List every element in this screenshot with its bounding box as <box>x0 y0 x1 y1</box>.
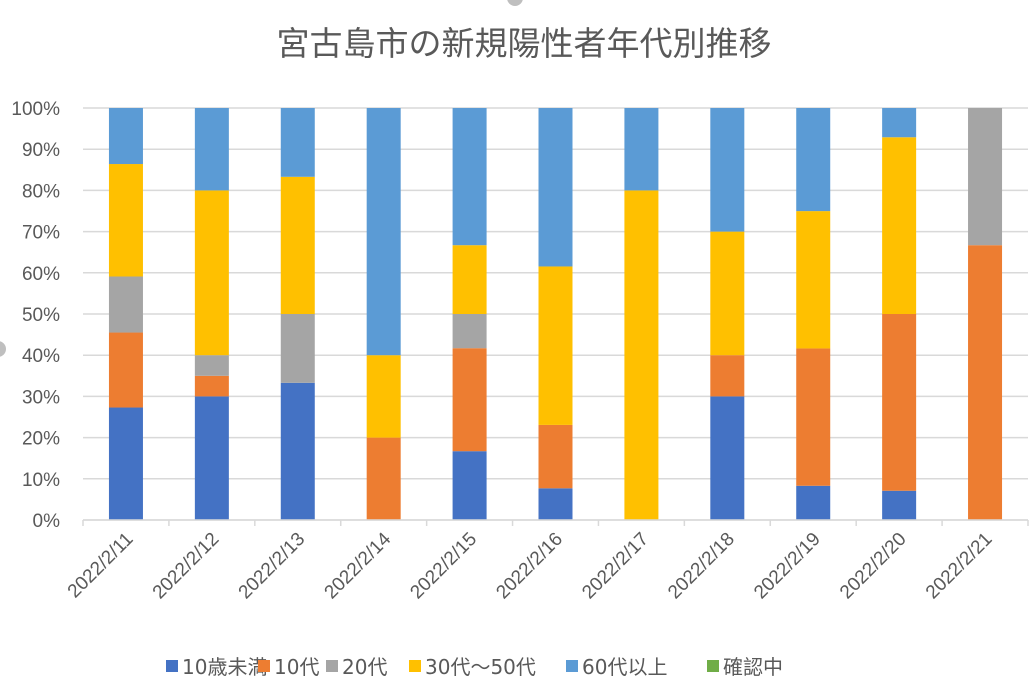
legend-swatch <box>707 660 719 672</box>
bar-segment[interactable] <box>796 485 831 520</box>
bar-segment[interactable] <box>366 437 401 520</box>
y-tick-label: 30% <box>22 387 60 408</box>
bar-segment[interactable] <box>108 332 143 408</box>
y-tick-label: 70% <box>22 223 60 244</box>
bar-segment[interactable] <box>366 355 401 438</box>
legend-label: 確認中 <box>723 655 783 679</box>
y-tick-label: 40% <box>22 346 60 367</box>
bar-segment[interactable] <box>882 314 917 491</box>
bar-segment[interactable] <box>882 137 917 314</box>
x-tick-label: 2022/2/13 <box>235 529 310 604</box>
bar-segment[interactable] <box>452 451 487 520</box>
bar-segment[interactable] <box>796 348 831 486</box>
legend-swatch <box>566 660 578 672</box>
y-tick-label: 20% <box>22 429 60 450</box>
bar-segment[interactable] <box>280 176 315 314</box>
x-tick-label: 2022/2/14 <box>321 528 396 603</box>
bar-segment[interactable] <box>280 108 315 177</box>
bars <box>108 108 1003 521</box>
bar-segment[interactable] <box>538 424 573 489</box>
bar-segment[interactable] <box>624 108 659 191</box>
legend-swatch <box>409 660 421 672</box>
bar-segment[interactable] <box>968 108 1003 246</box>
bar-segment[interactable] <box>194 396 229 520</box>
bar-segment[interactable] <box>452 108 487 246</box>
x-tick-label: 2022/2/18 <box>664 529 739 604</box>
bar-segment[interactable] <box>108 276 143 333</box>
y-tick-label: 10% <box>22 470 60 491</box>
legend-item[interactable]: 20代 <box>326 655 387 679</box>
bar-segment[interactable] <box>710 231 745 356</box>
x-tick-label: 2022/2/17 <box>578 529 653 604</box>
y-tick-label: 50% <box>22 305 60 326</box>
y-tick-label: 60% <box>22 264 60 285</box>
legend-label: 20代 <box>342 655 387 679</box>
resize-handle-left[interactable] <box>0 341 6 357</box>
chart-title: 宮古島市の新規陽性者年代別推移 <box>277 24 772 63</box>
legend-item[interactable]: 確認中 <box>707 655 783 679</box>
legend-swatch <box>326 660 338 672</box>
bar-segment[interactable] <box>280 382 315 520</box>
bar-segment[interactable] <box>624 190 659 520</box>
legend-swatch <box>258 660 270 672</box>
bar-segment[interactable] <box>194 190 229 356</box>
bar-segment[interactable] <box>194 375 229 397</box>
x-tick-label: 2022/2/19 <box>750 529 825 604</box>
legend-item[interactable]: 10代 <box>258 655 319 679</box>
bar-segment[interactable] <box>710 355 745 397</box>
bar-segment[interactable] <box>796 211 831 349</box>
bar-segment[interactable] <box>538 266 573 425</box>
x-tick-label: 2022/2/21 <box>922 529 997 604</box>
y-tick-label: 80% <box>22 181 60 202</box>
bar-segment[interactable] <box>452 245 487 314</box>
x-tick-label: 2022/2/15 <box>407 529 482 604</box>
legend: 10歳未満 10代 20代 30代～50代 60代以上 確認中 <box>166 655 783 679</box>
bar-segment[interactable] <box>108 407 143 520</box>
y-axis: 0% 10% 20% 30% 40% 50% 60% 70% 80% 90% 100% <box>11 99 60 532</box>
bar-segment[interactable] <box>452 314 487 349</box>
legend-label: 60代以上 <box>582 655 667 679</box>
legend-item[interactable]: 60代以上 <box>566 655 667 679</box>
x-tick-label: 2022/2/16 <box>492 529 567 604</box>
bar-segment[interactable] <box>538 488 573 520</box>
legend-item[interactable]: 30代～50代 <box>409 655 536 679</box>
bar-segment[interactable] <box>194 108 229 191</box>
bar-segment[interactable] <box>710 396 745 520</box>
x-tick-label: 2022/2/20 <box>836 529 911 604</box>
bar-segment[interactable] <box>452 348 487 452</box>
x-axis: 2022/2/11 2022/2/12 2022/2/13 2022/2/14 2022… <box>64 519 1029 604</box>
legend-item[interactable]: 10歳未満 <box>166 655 267 679</box>
y-tick-label: 100% <box>11 99 60 120</box>
resize-handle-top[interactable] <box>507 0 523 6</box>
y-tick-label: 90% <box>22 140 60 161</box>
bar-segment[interactable] <box>108 108 143 165</box>
bar-segment[interactable] <box>538 108 573 267</box>
bar-segment[interactable] <box>366 108 401 356</box>
legend-label: 30代～50代 <box>425 655 536 679</box>
x-tick-label: 2022/2/11 <box>64 529 138 603</box>
bar-segment[interactable] <box>968 245 1003 521</box>
bar-segment[interactable] <box>796 108 831 212</box>
bar-segment[interactable] <box>710 108 745 232</box>
y-tick-label: 0% <box>33 511 61 532</box>
legend-label: 10代 <box>274 655 319 679</box>
x-tick-label: 2022/2/12 <box>149 529 224 604</box>
bar-segment[interactable] <box>194 355 229 376</box>
bar-segment[interactable] <box>882 490 917 520</box>
legend-swatch <box>166 660 178 672</box>
bar-segment[interactable] <box>882 108 917 138</box>
bar-segment[interactable] <box>108 164 143 277</box>
legend-label: 10歳未満 <box>182 655 267 679</box>
bar-segment[interactable] <box>280 314 315 383</box>
